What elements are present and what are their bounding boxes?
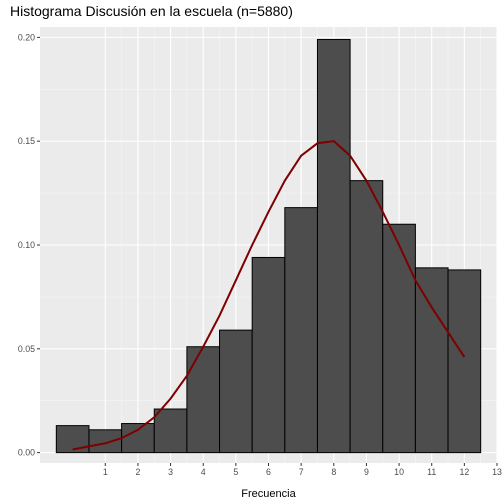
histogram-bar [219, 329, 253, 454]
histogram-bar [316, 38, 351, 454]
y-tick-label: 0.00 [18, 448, 35, 458]
x-axis-label: Frecuencia [241, 488, 296, 500]
histogram-bar [251, 256, 286, 454]
y-tick-label: 0.10 [18, 240, 35, 250]
y-tick-label: 0.05 [18, 344, 35, 354]
x-tick-label: 7 [299, 467, 304, 477]
histogram-bars [55, 38, 482, 454]
x-tick-label: 5 [233, 467, 238, 477]
y-axis: 0.00 0.05 0.10 0.15 0.20 [18, 32, 40, 458]
x-tick-label: 9 [364, 467, 369, 477]
x-tick-label: 8 [331, 467, 336, 477]
density-curve [72, 140, 466, 451]
x-tick-label: 13 [492, 467, 502, 477]
histogram-bar [447, 269, 482, 454]
x-tick-label: 3 [168, 467, 173, 477]
chart-title: Histograma Discusión en la escuela (n=58… [10, 3, 293, 19]
x-tick-label: 10 [394, 467, 404, 477]
x-tick-label: 4 [201, 467, 206, 477]
x-tick-label: 2 [135, 467, 140, 477]
x-tick-label: 12 [459, 467, 469, 477]
y-tick-label: 0.15 [18, 136, 35, 146]
histogram-bar [88, 429, 123, 454]
histogram-bar [414, 267, 449, 454]
x-axis: 1 2 3 4 5 6 7 8 9 10 11 12 13 [103, 463, 502, 477]
histogram-bar [153, 408, 188, 454]
x-tick-label: 6 [266, 467, 271, 477]
histogram-bar [349, 180, 384, 454]
histogram-bar [382, 223, 416, 454]
y-tick-label: 0.20 [18, 32, 35, 42]
x-tick-label: 11 [427, 467, 436, 477]
histogram-bar [186, 346, 221, 454]
histogram-bar [284, 207, 318, 454]
histogram-bar [121, 423, 155, 454]
x-tick-label: 1 [103, 467, 108, 477]
